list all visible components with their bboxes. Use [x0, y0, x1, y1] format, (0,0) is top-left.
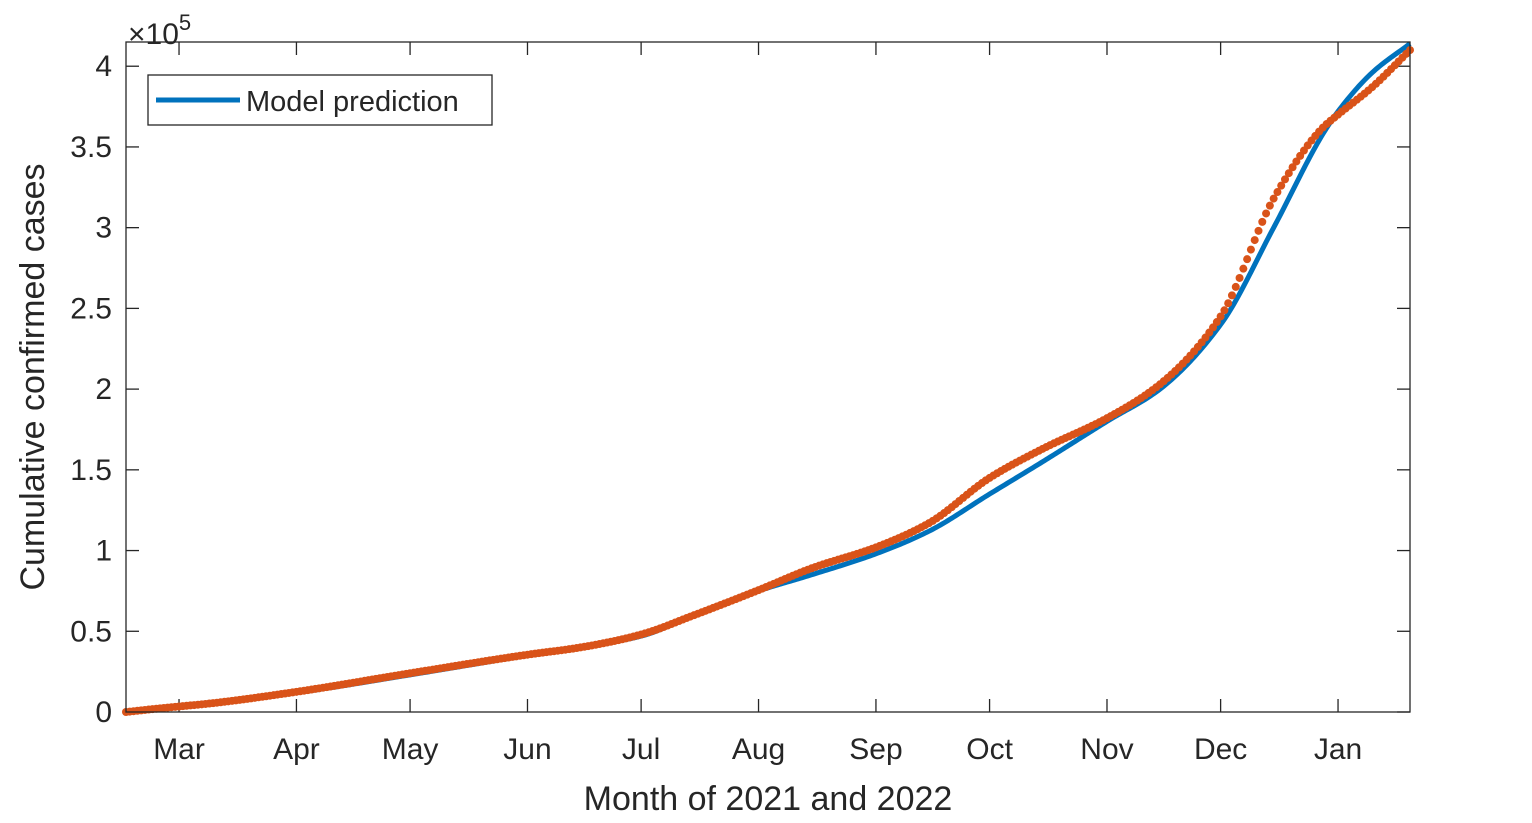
observed-data-point	[1265, 201, 1274, 210]
observed-data-point	[1216, 312, 1225, 321]
series-layer	[122, 41, 1414, 716]
y-exponent-label: ×105	[128, 10, 191, 51]
y-tick-label: 4	[95, 50, 112, 83]
x-tick-label: Nov	[1080, 733, 1133, 766]
y-tick-label: 2	[95, 373, 112, 406]
y-axis-ticks: 0 0.5 1 1.5 2 2.5 3 3.5 4	[70, 50, 1410, 729]
observed-data-point	[1288, 163, 1297, 172]
x-tick-label: Jun	[503, 733, 551, 766]
observed-data-point	[1246, 245, 1255, 254]
series-observed-data	[122, 46, 1414, 716]
y-tick-label: 3	[95, 212, 112, 245]
observed-data-point	[1281, 175, 1290, 184]
x-tick-label: Aug	[732, 733, 785, 766]
y-axis-title: Cumulative confirmed cases	[14, 163, 52, 590]
x-tick-label: Oct	[966, 733, 1013, 766]
y-tick-label: 1.5	[70, 454, 112, 487]
y-tick-label: 2.5	[70, 292, 112, 325]
x-tick-label: Apr	[273, 733, 320, 766]
observed-data-point	[1258, 217, 1267, 226]
x-tick-label: Dec	[1194, 733, 1247, 766]
observed-data-point	[1231, 282, 1240, 291]
y-tick-label: 1	[95, 535, 112, 568]
observed-data-point	[1243, 255, 1252, 264]
y-tick-label: 3.5	[70, 131, 112, 164]
legend[interactable]: Model prediction	[147, 74, 493, 126]
observed-data-point	[1250, 236, 1259, 245]
observed-data-point	[1227, 291, 1236, 300]
observed-data-point	[1284, 169, 1293, 178]
observed-data-point	[1220, 306, 1229, 315]
y-tick-label: 0	[95, 696, 112, 729]
x-tick-label: Jan	[1314, 733, 1362, 766]
observed-data-point	[1269, 194, 1278, 203]
observed-data-point	[1224, 299, 1233, 308]
legend-entry-model-prediction: Model prediction	[246, 86, 459, 118]
y-tick-label: 0.5	[70, 615, 112, 648]
x-tick-label: Mar	[153, 733, 205, 766]
observed-data-point	[1273, 188, 1282, 197]
observed-data-point	[1262, 209, 1271, 218]
x-tick-label: Jul	[622, 733, 660, 766]
observed-data-point	[1277, 181, 1286, 190]
observed-data-point	[1239, 264, 1248, 273]
x-tick-label: Sep	[849, 733, 902, 766]
observed-data-point	[1235, 273, 1244, 282]
plot-area	[126, 42, 1410, 712]
x-tick-label: May	[382, 733, 439, 766]
x-axis-title: Month of 2021 and 2022	[584, 780, 953, 818]
observed-data-point	[1292, 157, 1301, 166]
axes-box	[125, 41, 1411, 713]
x-axis-ticks: Mar Apr May Jun Jul Aug Sep Oct Nov Dec Jan	[153, 42, 1362, 766]
observed-data-point	[1254, 226, 1263, 235]
